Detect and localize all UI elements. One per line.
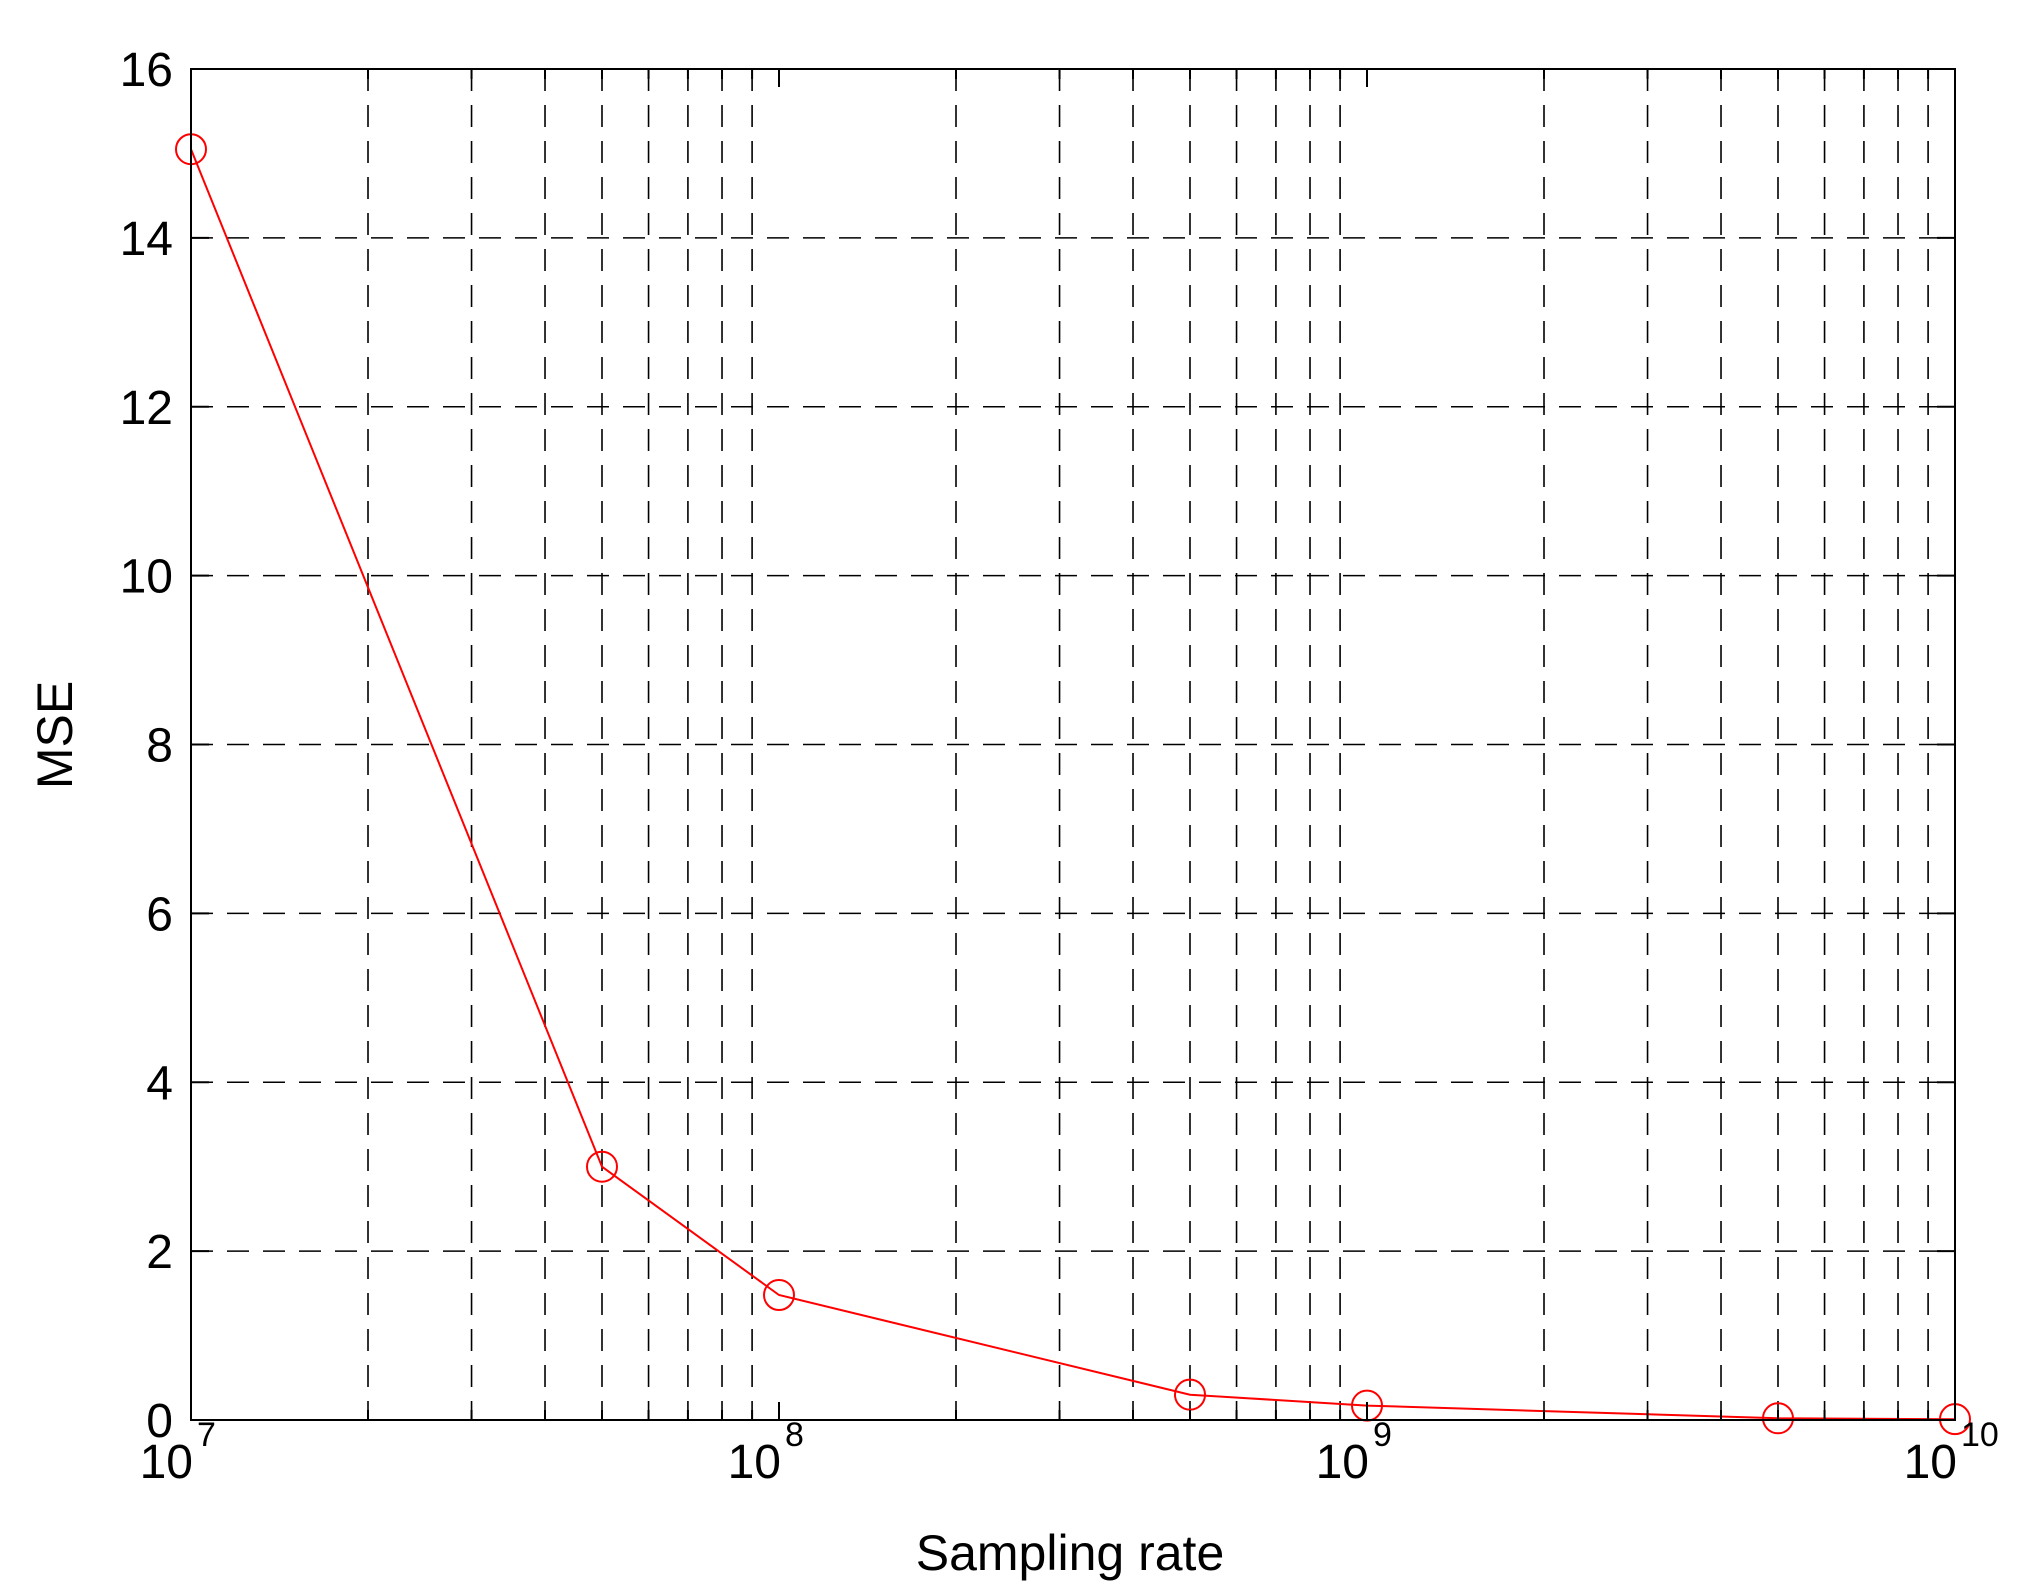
y-tick-label: 12 [120, 382, 173, 435]
x-tick-exponent: 9 [1373, 1416, 1392, 1454]
data-point-marker [1761, 1402, 1794, 1435]
y-tick-label: 8 [146, 720, 173, 773]
x-tick-exponent: 10 [1961, 1416, 1999, 1454]
x-tick-label: 108 [728, 1416, 804, 1489]
x-tick-exponent: 7 [197, 1416, 216, 1454]
y-tick-label: 16 [120, 44, 173, 97]
data-point-marker [585, 1150, 618, 1183]
y-tick-label: 10 [120, 551, 173, 604]
y-tick-label: 14 [120, 213, 173, 266]
y-tick-label: 2 [146, 1226, 173, 1279]
data-point-marker [1173, 1378, 1206, 1411]
x-tick-base: 10 [728, 1436, 781, 1489]
tick-marks [190, 68, 1955, 1421]
x-tick-exponent: 8 [785, 1416, 804, 1454]
y-tick-label: 4 [146, 1057, 173, 1110]
grid-lines [191, 69, 1955, 1420]
x-axis-label: Sampling rate [916, 1525, 1225, 1581]
data-point-marker [763, 1279, 795, 1312]
y-tick-labels: 0 2 4 6 8 10 12 14 16 [120, 44, 173, 1448]
x-tick-base: 10 [1316, 1436, 1369, 1489]
y-tick-label: 0 [146, 1395, 173, 1448]
x-tick-base: 10 [140, 1436, 193, 1489]
x-tick-label: 109 [1316, 1416, 1392, 1489]
x-tick-label: 107 [140, 1416, 216, 1489]
y-tick-label: 6 [146, 888, 173, 941]
x-tick-base: 10 [1904, 1436, 1957, 1489]
y-axis-label: MSE [27, 681, 83, 789]
